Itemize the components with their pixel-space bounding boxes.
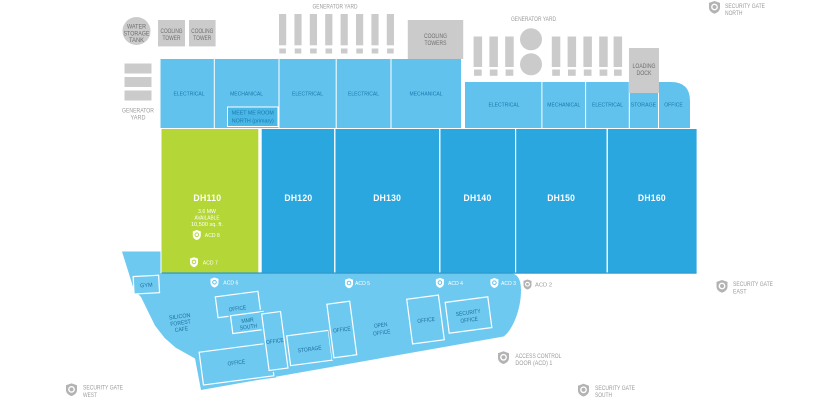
svg-text:ACD 5: ACD 5 — [355, 281, 370, 287]
svg-text:COOLING: COOLING — [191, 29, 213, 35]
svg-text:STORAGE: STORAGE — [297, 345, 322, 354]
svg-text:OFFICE: OFFICE — [333, 326, 351, 334]
svg-text:DOOR (ACD) 1: DOOR (ACD) 1 — [515, 361, 553, 367]
svg-text:GENERATOR YARD: GENERATOR YARD — [313, 5, 359, 11]
svg-text:ACD 2: ACD 2 — [535, 283, 552, 289]
svg-text:ELECTRICAL: ELECTRICAL — [174, 92, 206, 98]
svg-text:WEST: WEST — [83, 393, 97, 399]
svg-text:GENERATOR: GENERATOR — [122, 109, 155, 115]
svg-text:TANK: TANK — [129, 38, 144, 44]
svg-text:OPEN: OPEN — [374, 322, 388, 330]
svg-text:OFFICE: OFFICE — [266, 338, 284, 346]
svg-text:SOUTH: SOUTH — [239, 324, 257, 332]
svg-text:STORAGE: STORAGE — [124, 31, 150, 37]
svg-text:TOWER: TOWER — [163, 36, 182, 42]
svg-text:YARD: YARD — [131, 116, 147, 122]
svg-text:EAST: EAST — [733, 289, 747, 295]
svg-text:STORAGE: STORAGE — [631, 103, 657, 109]
svg-text:ACD 7: ACD 7 — [203, 260, 218, 266]
svg-text:OFFICE: OFFICE — [227, 359, 245, 367]
svg-text:3.6 MW: 3.6 MW — [198, 209, 216, 215]
svg-text:ELECTRICAL: ELECTRICAL — [592, 103, 624, 109]
svg-text:ACD 4: ACD 4 — [448, 281, 464, 287]
svg-text:FOREST: FOREST — [170, 319, 191, 328]
svg-text:SECURITY: SECURITY — [456, 309, 482, 318]
svg-text:GYM: GYM — [140, 283, 153, 290]
svg-text:COOLING: COOLING — [161, 29, 183, 35]
svg-text:OFFICE: OFFICE — [373, 329, 391, 337]
svg-text:MMR: MMR — [241, 317, 254, 325]
svg-text:DH160: DH160 — [638, 193, 666, 204]
svg-text:TOWER: TOWER — [193, 36, 212, 42]
svg-text:DH120: DH120 — [284, 193, 312, 204]
svg-text:MECHANICAL: MECHANICAL — [410, 92, 444, 98]
svg-text:NORTH (primary): NORTH (primary) — [232, 119, 274, 125]
svg-text:ELECTRICAL: ELECTRICAL — [292, 92, 324, 98]
svg-text:COOLING: COOLING — [424, 34, 447, 40]
svg-text:10,500 sq. ft.: 10,500 sq. ft. — [191, 222, 223, 228]
svg-text:SOUTH: SOUTH — [595, 393, 612, 399]
svg-text:ACD 8: ACD 8 — [205, 233, 220, 239]
svg-text:DH150: DH150 — [547, 193, 575, 204]
svg-text:CAFE: CAFE — [174, 326, 188, 334]
svg-text:TOWERS: TOWERS — [425, 41, 447, 47]
svg-text:OFFICE: OFFICE — [228, 305, 246, 313]
svg-text:DOCK: DOCK — [637, 71, 652, 77]
svg-text:ELECTRICAL: ELECTRICAL — [348, 92, 380, 98]
svg-text:AVAILABLE: AVAILABLE — [195, 215, 220, 221]
svg-text:SILICON: SILICON — [169, 313, 191, 322]
svg-text:OFFICE: OFFICE — [664, 103, 683, 109]
svg-text:GENERATOR YARD: GENERATOR YARD — [511, 17, 557, 23]
svg-text:MECHANICAL: MECHANICAL — [547, 103, 581, 109]
svg-text:OFFICE: OFFICE — [460, 317, 478, 325]
svg-text:SECURITY GATE: SECURITY GATE — [733, 282, 773, 288]
svg-text:ELECTRICAL: ELECTRICAL — [489, 103, 521, 109]
svg-text:SECURITY GATE: SECURITY GATE — [725, 4, 765, 10]
svg-text:DH110: DH110 — [193, 193, 221, 204]
svg-text:NORTH: NORTH — [725, 11, 743, 17]
svg-text:SECURITY GATE: SECURITY GATE — [83, 386, 123, 392]
svg-text:DH130: DH130 — [373, 193, 401, 204]
svg-text:ACCESS CONTROL: ACCESS CONTROL — [515, 354, 562, 360]
svg-text:SECURITY GATE: SECURITY GATE — [595, 386, 635, 392]
svg-text:WATER: WATER — [127, 24, 147, 30]
svg-text:DH140: DH140 — [464, 193, 492, 204]
svg-text:MECHANICAL: MECHANICAL — [230, 92, 264, 98]
svg-text:ACD 3: ACD 3 — [501, 281, 516, 287]
svg-text:OFFICE: OFFICE — [417, 317, 435, 325]
svg-text:ACD 6: ACD 6 — [223, 281, 238, 287]
svg-text:MEET ME ROOM: MEET ME ROOM — [232, 111, 274, 117]
svg-text:LOADING: LOADING — [633, 64, 656, 70]
